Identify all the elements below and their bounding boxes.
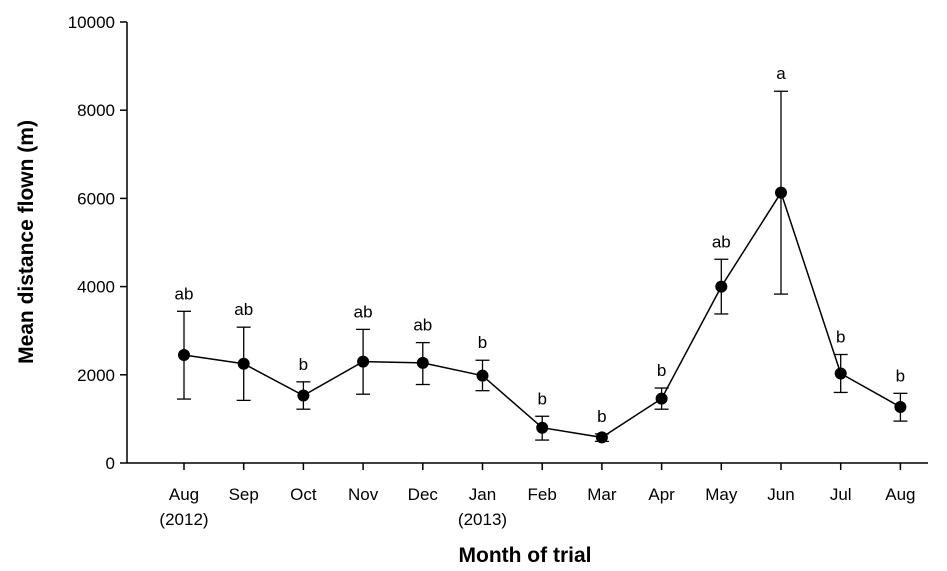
x-axis-categories: Aug (2012) Sep Oct Nov Dec Jan (2013) Feb Mar Apr M…: [159, 463, 916, 529]
significance-label: b: [597, 407, 606, 426]
significance-label: b: [657, 361, 666, 380]
x-tick-label: Mar: [587, 485, 617, 504]
x-tick-label: Jul: [830, 485, 852, 504]
data-point: [178, 348, 190, 361]
x-tick-sublabel: (2013): [458, 510, 507, 529]
significance-label: ab: [413, 316, 432, 335]
significance-label: b: [537, 389, 546, 408]
x-tick-sublabel: (2012): [159, 510, 208, 529]
data-point: [715, 280, 728, 293]
x-tick-label: Jan: [469, 485, 496, 504]
y-tick-label: 0: [106, 454, 115, 473]
y-tick-label: 10000: [68, 13, 115, 32]
y-tick-label: 6000: [77, 189, 115, 208]
y-tick-label: 4000: [77, 278, 115, 297]
data-point: [536, 421, 549, 434]
significance-label: ab: [354, 302, 373, 321]
data-point: [775, 186, 787, 199]
x-axis-title: Month of trial: [459, 544, 592, 567]
significance-label: b: [836, 328, 845, 347]
data-point: [834, 367, 847, 380]
x-tick-label: May: [705, 485, 738, 504]
significance-label: ab: [234, 300, 253, 319]
significance-label: b: [896, 366, 905, 385]
data-point: [297, 389, 310, 402]
x-tick-label: Dec: [408, 485, 439, 504]
x-tick-label: Nov: [348, 485, 379, 504]
data-points: [178, 186, 907, 444]
significance-label: ab: [175, 284, 194, 303]
x-tick-label: Aug: [169, 485, 199, 504]
y-tick-label: 2000: [77, 366, 115, 385]
significance-label: ab: [712, 232, 731, 251]
x-tick-label: Apr: [648, 485, 675, 504]
x-tick-label: Aug: [885, 485, 915, 504]
axes: [126, 22, 928, 464]
significance-label: a: [776, 64, 786, 83]
data-point: [894, 400, 907, 413]
y-tick-label: 8000: [77, 101, 115, 120]
data-point: [237, 357, 250, 370]
significance-label: b: [299, 355, 308, 374]
y-axis-title: Mean distance flown (m): [15, 120, 38, 364]
data-point: [357, 355, 370, 368]
data-point: [416, 356, 429, 369]
significance-label: b: [478, 333, 487, 352]
data-point: [595, 431, 608, 444]
x-tick-label: Sep: [229, 485, 259, 504]
data-point: [476, 369, 489, 382]
x-tick-label: Jun: [767, 485, 794, 504]
y-axis-ticks: 0 2000 4000 6000 8000 10000: [68, 13, 127, 473]
x-tick-label: Oct: [290, 485, 317, 504]
x-tick-label: Feb: [528, 485, 557, 504]
data-point: [655, 392, 668, 405]
